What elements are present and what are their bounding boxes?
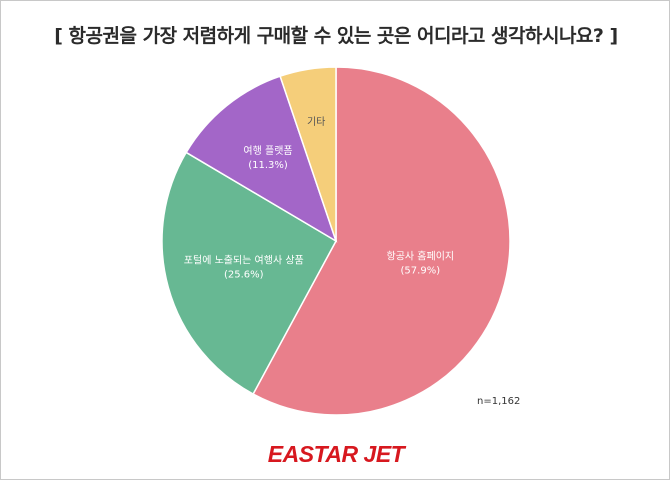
pie-slice: [185, 75, 338, 243]
sample-size-note: n=1,162: [477, 396, 521, 407]
pie-slice: [252, 66, 511, 416]
slice-value-label: (25.6%): [224, 270, 264, 281]
slice-label: 여행 플랫폼: [243, 145, 292, 157]
slice-value-label: (11.3%): [248, 160, 288, 171]
slice-value-label: (57.9%): [401, 265, 441, 276]
slice-label: 포털에 노출되는 여행사 상품: [184, 255, 304, 267]
pie-slice: [161, 151, 338, 396]
slice-label: 항공사 홈페이지: [387, 249, 455, 262]
chart-title: [ 항공권을 가장 저렴하게 구매할 수 있는 곳은 어디라고 생각하시나요? …: [54, 25, 618, 47]
slice-label: 기타: [307, 116, 325, 128]
pie-slice: [279, 66, 337, 242]
eastar-jet-logo: EASTAR JET: [267, 441, 405, 467]
